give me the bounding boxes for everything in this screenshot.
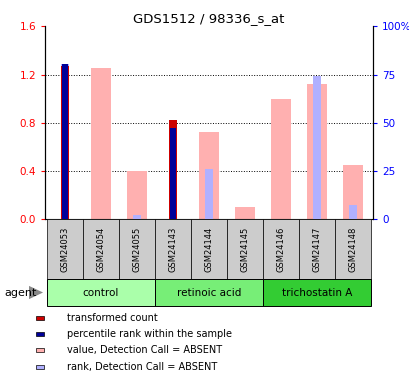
Bar	[263, 219, 299, 279]
Text: trichostatin A: trichostatin A	[281, 288, 352, 297]
Bar	[155, 279, 263, 306]
Text: percentile rank within the sample: percentile rank within the sample	[67, 329, 231, 339]
Bar	[235, 207, 254, 219]
Text: agent: agent	[4, 288, 36, 297]
Text: GSM24053: GSM24053	[60, 226, 69, 272]
Bar	[83, 219, 119, 279]
Bar	[61, 64, 69, 219]
Polygon shape	[29, 286, 43, 299]
Bar	[133, 214, 141, 219]
Bar	[191, 219, 227, 279]
Text: GSM24144: GSM24144	[204, 227, 213, 272]
Bar	[342, 165, 362, 219]
Bar	[199, 132, 218, 219]
Bar	[169, 128, 176, 219]
Text: rank, Detection Call = ABSENT: rank, Detection Call = ABSENT	[67, 362, 216, 372]
Bar	[299, 219, 335, 279]
Bar	[47, 219, 83, 279]
Bar	[119, 219, 155, 279]
Bar	[91, 69, 110, 219]
Bar	[227, 219, 263, 279]
Title: GDS1512 / 98336_s_at: GDS1512 / 98336_s_at	[133, 12, 284, 25]
Bar	[169, 120, 177, 219]
Bar	[312, 76, 321, 219]
Text: GSM24054: GSM24054	[96, 227, 105, 272]
Text: transformed count: transformed count	[67, 313, 157, 322]
Bar	[36, 316, 44, 320]
Text: retinoic acid: retinoic acid	[176, 288, 241, 297]
Bar	[36, 348, 44, 352]
Bar	[36, 332, 44, 336]
Text: GSM24147: GSM24147	[312, 226, 321, 272]
Bar	[155, 219, 191, 279]
Text: GSM24143: GSM24143	[168, 226, 177, 272]
Bar	[335, 219, 371, 279]
Bar	[36, 365, 44, 369]
Bar	[307, 84, 326, 219]
Bar	[61, 66, 69, 219]
Text: GSM24148: GSM24148	[348, 226, 357, 272]
Bar	[348, 205, 357, 219]
Text: control: control	[83, 288, 119, 297]
Bar	[263, 279, 371, 306]
Text: value, Detection Call = ABSENT: value, Detection Call = ABSENT	[67, 345, 221, 355]
Bar	[127, 171, 146, 219]
Bar	[61, 64, 68, 219]
Bar	[204, 169, 213, 219]
Bar	[271, 99, 290, 219]
Text: GSM24055: GSM24055	[132, 227, 141, 272]
Bar	[47, 279, 155, 306]
Text: GSM24145: GSM24145	[240, 227, 249, 272]
Text: GSM24146: GSM24146	[276, 226, 285, 272]
